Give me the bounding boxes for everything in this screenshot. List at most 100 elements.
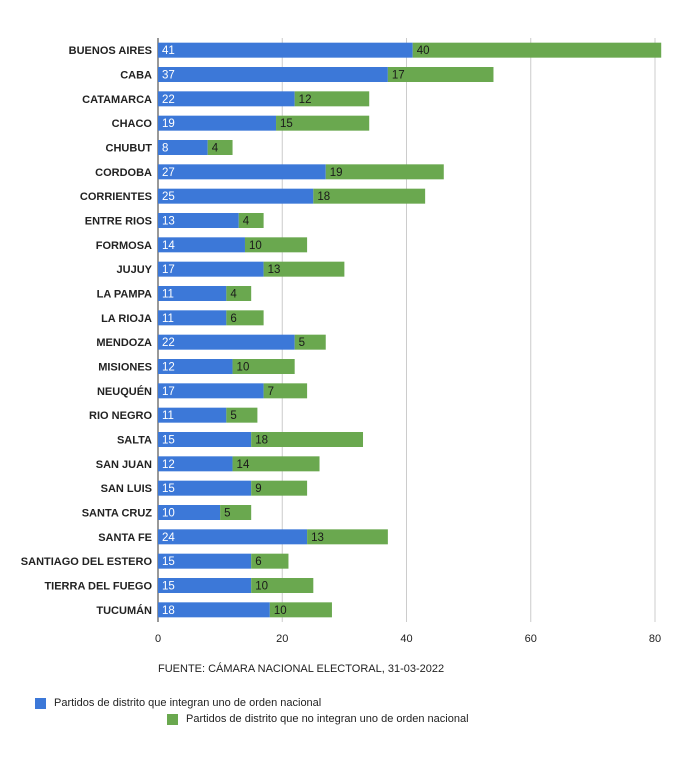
bar-segment-series-1 [158, 188, 314, 204]
x-axis-label: FUENTE: CÁMARA NACIONAL ELECTORAL, 31-03… [158, 662, 444, 675]
category-label: CORDOBA [95, 167, 152, 179]
bars: 41 40 37 17 22 12 19 15 8 4 27 19 25 18 13 4 14 10 17 13 11 4… [158, 42, 662, 618]
x-tick-label: 40 [400, 633, 412, 645]
bar-segment-series-2 [412, 42, 662, 58]
data-label-series-1: 22 [162, 94, 175, 106]
bar-segment-series-2 [251, 432, 364, 447]
category-label: MENDOZA [96, 337, 152, 349]
data-label-series-1: 22 [162, 337, 175, 349]
bar-segment-series-1 [158, 261, 264, 277]
data-label-series-2: 17 [392, 70, 405, 82]
data-label-series-2: 10 [237, 362, 250, 374]
bar-segment-series-2 [263, 261, 345, 277]
data-label-series-1: 27 [162, 167, 175, 179]
category-label: JUJUY [117, 264, 153, 276]
bar-segment-series-2 [226, 286, 252, 301]
data-label-series-2: 10 [255, 581, 268, 593]
category-label: TUCUMÁN [96, 604, 152, 617]
category-label: SALTA [117, 435, 152, 447]
data-label-series-2: 6 [255, 556, 261, 568]
category-label: SANTIAGO DEL ESTERO [21, 556, 153, 568]
category-label: TIERRA DEL FUEGO [44, 581, 152, 593]
data-label-series-1: 12 [162, 362, 175, 374]
bar-segment-series-1 [158, 359, 233, 374]
data-label-series-2: 14 [237, 459, 250, 471]
data-label-series-1: 24 [162, 532, 175, 544]
bar-segment-series-2 [207, 140, 233, 155]
data-label-series-2: 10 [249, 240, 262, 252]
x-tick-label: 60 [525, 633, 537, 645]
data-label-series-2: 40 [417, 45, 430, 57]
legend-label-series-1: Partidos de distrito que integran uno de… [54, 697, 322, 709]
data-label-series-1: 15 [162, 581, 175, 593]
bar-segment-series-1 [158, 432, 252, 447]
category-label: SAN JUAN [96, 459, 152, 471]
bar-segment-series-1 [158, 213, 239, 228]
category-label: BUENOS AIRES [69, 45, 152, 57]
category-label: CATAMARCA [82, 94, 152, 106]
data-label-series-1: 10 [162, 508, 175, 520]
data-label-series-1: 12 [162, 459, 175, 471]
bar-segment-series-2 [387, 67, 494, 82]
bar-segment-series-2 [269, 602, 332, 618]
data-label-series-2: 5 [299, 337, 305, 349]
data-label-series-1: 11 [162, 289, 174, 301]
category-label: ENTRE RIOS [85, 216, 152, 228]
data-label-series-1: 37 [162, 70, 175, 82]
bar-segment-series-1 [158, 505, 221, 520]
bar-segment-series-2 [307, 529, 388, 545]
bar-segment-series-2 [263, 383, 308, 399]
bar-segment-series-2 [244, 237, 308, 253]
category-label: CABA [120, 70, 152, 82]
data-label-series-2: 10 [274, 605, 287, 617]
legend-swatch-series-1 [35, 697, 46, 709]
data-label-series-2: 13 [268, 264, 281, 276]
legend-label-series-2: Partidos de distrito que no integran uno… [186, 713, 469, 725]
data-label-series-2: 15 [280, 118, 293, 130]
data-label-series-1: 14 [162, 240, 175, 252]
category-label: LA RIOJA [101, 313, 152, 325]
legend-item-series-2: Partidos de distrito que no integran uno… [167, 713, 469, 725]
data-label-series-2: 18 [255, 435, 268, 447]
bar-segment-series-1 [158, 553, 252, 569]
data-label-series-1: 41 [162, 45, 175, 57]
legend-swatch-series-2 [167, 713, 178, 725]
bar-segment-series-1 [158, 602, 270, 618]
category-label: CHACO [112, 118, 153, 130]
data-label-series-1: 15 [162, 556, 175, 568]
data-label-series-2: 4 [212, 143, 219, 155]
data-label-series-2: 6 [230, 313, 236, 325]
category-label: MISIONES [98, 362, 152, 374]
bar-segment-series-1 [158, 310, 227, 326]
bar-segment-series-2 [294, 91, 370, 107]
bar-segment-series-2 [251, 553, 289, 569]
bar-segment-series-2 [294, 334, 326, 350]
bar-segment-series-1 [158, 91, 295, 107]
bar-segment-series-2 [238, 213, 264, 228]
bar-segment-series-1 [158, 334, 295, 350]
bar-segment-series-2 [276, 115, 370, 131]
data-label-series-1: 15 [162, 483, 175, 495]
data-label-series-2: 5 [230, 410, 236, 422]
x-tick-label: 20 [276, 633, 288, 645]
category-label: SANTA CRUZ [82, 508, 153, 520]
gridlines [157, 38, 656, 622]
data-label-series-1: 17 [162, 264, 175, 276]
bar-segment-series-1 [158, 42, 413, 58]
data-label-series-1: 8 [162, 143, 168, 155]
data-label-series-1: 18 [162, 605, 175, 617]
bar-segment-series-1 [158, 383, 264, 399]
data-label-series-1: 15 [162, 435, 175, 447]
data-label-series-2: 9 [255, 483, 261, 495]
bar-segment-series-1 [158, 237, 245, 253]
bar-segment-series-2 [232, 456, 320, 472]
bar-segment-series-1 [158, 456, 233, 472]
bar-segment-series-2 [313, 188, 426, 204]
bar-segment-series-2 [226, 407, 258, 423]
data-label-series-2: 19 [330, 167, 343, 179]
bar-segment-series-2 [251, 480, 308, 496]
x-tick-label: 0 [155, 633, 161, 645]
data-label-series-1: 19 [162, 118, 175, 130]
data-label-series-2: 12 [299, 94, 312, 106]
